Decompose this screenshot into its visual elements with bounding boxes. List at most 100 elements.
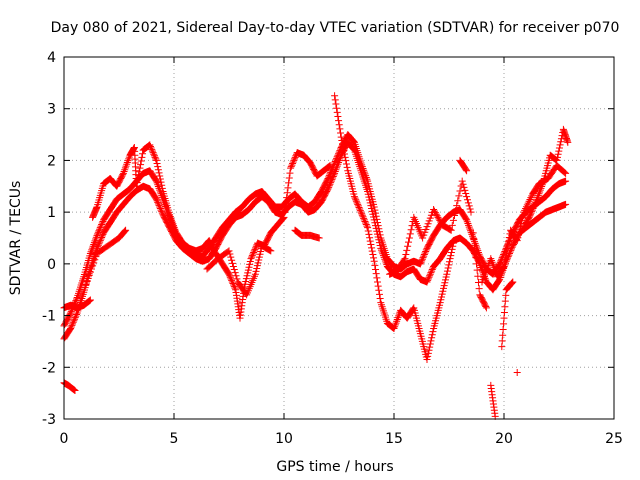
data-point: [471, 239, 479, 247]
data-point: [447, 252, 455, 260]
data-point: [436, 216, 444, 224]
data-point: [66, 310, 74, 318]
data-point: [430, 206, 438, 214]
data-point: [469, 229, 477, 237]
data-point: [474, 272, 482, 280]
data-point: [371, 206, 379, 214]
data-point: [133, 179, 141, 187]
data-point: [553, 153, 561, 161]
data-point: [356, 205, 364, 213]
data-point: [122, 226, 130, 234]
data-point: [374, 282, 382, 290]
data-point: [376, 295, 384, 303]
data-point: [358, 163, 366, 171]
data-point: [366, 237, 374, 245]
data-point: [315, 234, 323, 242]
series-sat-track-1: [60, 138, 570, 343]
data-point: [528, 206, 536, 214]
data-point: [154, 183, 162, 191]
data-point: [440, 284, 447, 292]
data-point: [424, 275, 432, 283]
data-point: [426, 270, 434, 278]
data-point: [532, 197, 540, 205]
data-point: [425, 217, 433, 225]
data-point: [474, 278, 482, 286]
data-point: [375, 225, 383, 233]
data-point: [425, 273, 433, 281]
data-point: [519, 211, 527, 219]
data-point: [426, 272, 434, 280]
data-point: [505, 233, 513, 241]
data-point: [437, 218, 445, 226]
data-point: [470, 235, 478, 243]
data-point: [503, 244, 511, 252]
data-point: [507, 280, 515, 288]
data-point: [354, 200, 362, 208]
data-point: [507, 245, 515, 253]
data-point: [154, 200, 162, 208]
data-point: [429, 328, 437, 336]
data-point: [498, 254, 506, 262]
data-point: [352, 196, 360, 204]
data-point: [231, 284, 239, 292]
data-point: [280, 213, 288, 221]
data-point: [358, 210, 366, 218]
data-point: [279, 214, 287, 222]
data-point: [426, 214, 434, 222]
data-point: [416, 260, 424, 268]
data-point: [349, 137, 357, 145]
data-point: [528, 208, 536, 216]
data-point: [445, 225, 453, 233]
data-point: [482, 303, 490, 311]
data-point: [67, 323, 75, 331]
data-point: [333, 104, 341, 112]
data-point: [229, 262, 237, 270]
data-point: [158, 208, 166, 216]
data-point: [153, 160, 161, 168]
data-point: [475, 250, 483, 258]
data-point: [158, 209, 166, 217]
x-tick-label: 15: [385, 431, 403, 447]
y-tick-label: 4: [47, 50, 56, 66]
data-point: [465, 223, 473, 231]
data-point: [418, 255, 426, 263]
data-point: [402, 251, 410, 259]
data-point: [555, 147, 563, 155]
data-point: [405, 234, 413, 242]
data-point: [461, 186, 469, 194]
data-point: [469, 232, 477, 240]
data-point: [441, 276, 449, 284]
data-point: [330, 161, 338, 169]
data-point: [531, 200, 539, 208]
data-point: [462, 190, 470, 198]
data-point: [91, 256, 99, 264]
data-point: [343, 163, 351, 171]
data-point: [374, 222, 382, 230]
data-point: [375, 286, 383, 294]
data-point: [333, 108, 341, 116]
data-point: [339, 140, 347, 148]
data-point: [88, 246, 96, 254]
series-sat-track-4: [60, 162, 570, 395]
data-point: [342, 157, 350, 165]
data-point: [152, 195, 160, 203]
data-point: [529, 205, 537, 213]
data-point: [513, 368, 521, 376]
data-point: [391, 323, 399, 331]
data-point: [436, 299, 444, 307]
data-point: [90, 240, 98, 248]
data-point: [334, 112, 342, 120]
data-point: [459, 180, 467, 188]
data-point: [428, 266, 436, 274]
data-point: [447, 226, 455, 234]
data-point: [372, 270, 380, 278]
data-point: [67, 307, 75, 315]
data-point: [443, 267, 451, 275]
data-point: [456, 187, 464, 195]
data-point: [464, 220, 472, 228]
data-point: [291, 153, 299, 161]
data-point: [172, 227, 180, 235]
data-point: [464, 199, 472, 207]
